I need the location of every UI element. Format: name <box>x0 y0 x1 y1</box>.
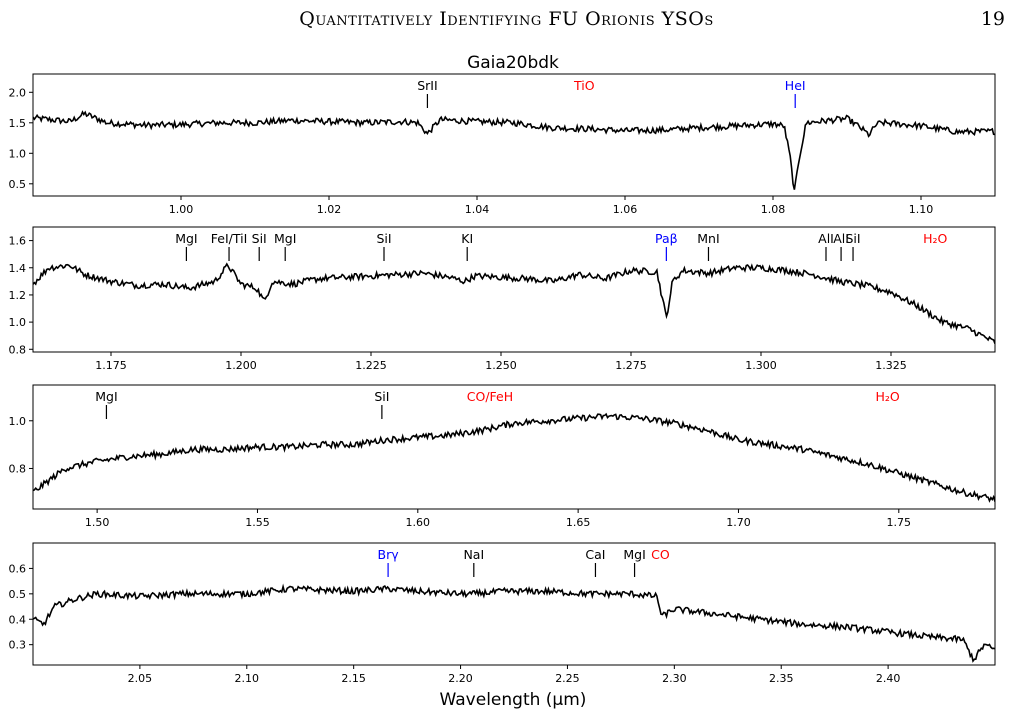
y-tick-label: 1.0 <box>9 147 27 160</box>
y-tick-label: 0.4 <box>9 613 27 626</box>
panel-frame <box>32 226 996 353</box>
line-label: MnI <box>697 231 719 246</box>
y-tick-label: 1.4 <box>9 262 27 275</box>
panel-frame <box>32 542 996 666</box>
chart-title: Gaia20bdk <box>467 53 559 73</box>
band-label: H₂O <box>923 231 947 246</box>
x-tick-label: 1.04 <box>465 203 490 216</box>
line-label: Brγ <box>378 547 400 562</box>
y-tick-label: 0.5 <box>9 588 27 601</box>
line-label: FeI/TiI <box>211 231 248 246</box>
spectrum-panel-3: 1.50 1.55 1.60 1.65 1.70 1.75 0.8 1.0 MgI SiI CO/F… <box>9 384 996 529</box>
x-tick-label: 2.15 <box>341 672 366 685</box>
y-tick-label: 0.8 <box>9 343 27 356</box>
y-tick-label: 0.6 <box>9 562 27 575</box>
y-tick-label: 0.5 <box>9 178 27 191</box>
x-tick-label: 2.30 <box>662 672 687 685</box>
x-tick-label: 1.70 <box>726 516 751 529</box>
x-tick-label: 2.10 <box>235 672 260 685</box>
x-tick-label: 2.40 <box>876 672 901 685</box>
line-label: HeI <box>785 78 806 93</box>
x-tick-label: 1.300 <box>745 359 777 372</box>
line-label: CaI <box>585 547 605 562</box>
line-label: KI <box>461 231 473 246</box>
x-axis-label: Wavelength (μm) <box>440 690 587 710</box>
y-tick-label: 2.0 <box>9 86 27 99</box>
y-tick-label: 1.5 <box>9 117 27 130</box>
line-label: MgI <box>623 547 645 562</box>
band-label: H₂O <box>875 389 899 404</box>
spectrum-panel-4: 2.05 2.10 2.15 2.20 2.25 2.30 2.35 2.40 0.3 0.4 0.… <box>9 542 996 685</box>
line-label: Paβ <box>655 231 678 246</box>
line-label: AlI <box>833 231 849 246</box>
x-tick-label: 1.10 <box>909 203 934 216</box>
x-tick-label: 2.35 <box>769 672 794 685</box>
band-label: TiO <box>573 78 595 93</box>
page-number: 19 <box>980 8 1005 30</box>
x-tick-label: 1.325 <box>875 359 907 372</box>
y-tick-label: 1.2 <box>9 289 27 302</box>
spectrum-panel-1: 1.00 1.02 1.04 1.06 1.08 1.10 0.5 1.0 1.5 2.0 SrII… <box>9 73 996 216</box>
x-tick-label: 1.75 <box>887 516 912 529</box>
band-label: CO/FeH <box>467 389 513 404</box>
band-label: CO <box>651 547 670 562</box>
spectrum-line <box>33 583 995 663</box>
x-tick-label: 1.08 <box>761 203 786 216</box>
x-tick-label: 1.200 <box>225 359 257 372</box>
y-tick-label: 1.0 <box>9 316 27 329</box>
spectrum-line <box>33 110 995 190</box>
line-label: AlI <box>818 231 834 246</box>
x-tick-label: 1.00 <box>169 203 194 216</box>
line-label: SiI <box>374 389 389 404</box>
line-label: MgI <box>175 231 197 246</box>
running-title: Quantitatively Identifying FU Orionis YS… <box>299 8 714 30</box>
line-label: SrII <box>417 78 437 93</box>
x-tick-label: 2.05 <box>128 672 153 685</box>
line-label: SiI <box>376 231 391 246</box>
panel-frame <box>32 384 996 510</box>
x-tick-label: 1.225 <box>355 359 387 372</box>
x-tick-label: 1.60 <box>406 516 431 529</box>
line-label: SiI <box>252 231 267 246</box>
line-label: MgI <box>274 231 296 246</box>
spectrum-panels: 1.00 1.02 1.04 1.06 1.08 1.10 0.5 1.0 1.5 2.0 SrII… <box>9 73 996 685</box>
x-tick-label: 1.02 <box>317 203 342 216</box>
line-label: MgI <box>95 389 117 404</box>
y-tick-label: 0.8 <box>9 462 27 475</box>
x-tick-label: 1.250 <box>485 359 517 372</box>
x-tick-label: 1.275 <box>615 359 647 372</box>
y-tick-label: 1.0 <box>9 415 27 428</box>
y-tick-label: 1.6 <box>9 235 27 248</box>
x-tick-label: 1.55 <box>245 516 270 529</box>
x-tick-label: 2.20 <box>448 672 473 685</box>
x-tick-label: 1.175 <box>95 359 127 372</box>
spectrum-line <box>33 412 995 503</box>
panel-frame <box>32 73 996 197</box>
x-tick-label: 1.50 <box>85 516 110 529</box>
y-tick-label: 0.3 <box>9 639 27 652</box>
x-tick-label: 1.65 <box>566 516 591 529</box>
line-label: SiI <box>845 231 860 246</box>
spectrum-line <box>33 262 995 344</box>
line-label: NaI <box>463 547 484 562</box>
spectrum-panel-2: 1.175 1.200 1.225 1.250 1.275 1.300 1.325 0.8 1.… <box>9 226 996 372</box>
x-tick-label: 1.06 <box>613 203 638 216</box>
x-tick-label: 2.25 <box>555 672 580 685</box>
